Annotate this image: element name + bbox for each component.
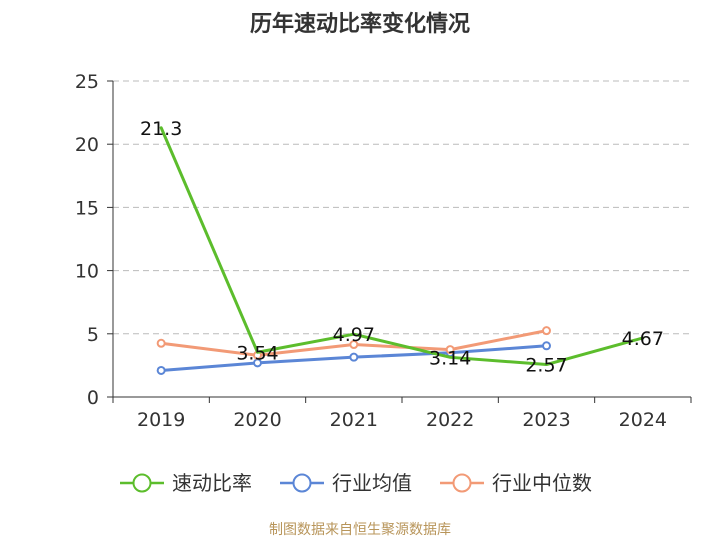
series-line — [159, 126, 645, 367]
x-tick-label: 2019 — [137, 409, 185, 431]
data-point — [542, 326, 551, 336]
grid-lines — [113, 80, 691, 335]
y-tick-label: 5 — [87, 324, 99, 346]
y-tick-label: 10 — [75, 261, 99, 283]
data-point — [349, 352, 359, 362]
data-label: 2.57 — [525, 355, 567, 377]
x-tick-label: 2022 — [426, 409, 474, 431]
data-point — [156, 365, 166, 375]
source-note: 制图数据来自恒生聚源数据库 — [269, 522, 451, 538]
legend-swatch-marker — [452, 473, 472, 493]
axes: 0 5 10 15 20 25 2019 2020 2021 2022 2023 2024 — [75, 71, 692, 431]
data-point — [445, 345, 455, 355]
y-tick-label: 25 — [75, 71, 99, 93]
y-tick-label: 20 — [75, 134, 99, 156]
x-tick-label: 2021 — [330, 409, 378, 431]
data-point — [156, 338, 166, 348]
data-label: 4.67 — [622, 328, 664, 350]
legend-label: 行业中位数 — [492, 471, 592, 495]
data-label: 3.14 — [429, 347, 471, 369]
x-tick-label: 2024 — [619, 409, 667, 431]
y-tick-label: 0 — [87, 387, 99, 409]
data-label: 4.97 — [333, 324, 375, 346]
data-labels: 21.3 3.54 4.97 3.14 2.57 4.67 — [140, 118, 664, 377]
legend-label: 行业均值 — [332, 471, 412, 495]
y-tick-label: 15 — [75, 197, 99, 219]
data-point — [349, 340, 359, 350]
legend-swatch-marker — [292, 473, 312, 493]
series-lines — [156, 126, 645, 375]
chart-title: 历年速动比率变化情况 — [249, 12, 470, 37]
data-label: 3.54 — [236, 342, 278, 364]
legend-label: 速动比率 — [172, 471, 252, 495]
legend-swatch-marker — [132, 473, 152, 493]
data-label: 21.3 — [140, 118, 182, 140]
data-point — [542, 341, 551, 351]
x-tick-label: 2023 — [522, 409, 570, 431]
x-tick-label: 2020 — [233, 409, 281, 431]
legend: 速动比率 行业均值 行业中位数 — [120, 471, 592, 495]
